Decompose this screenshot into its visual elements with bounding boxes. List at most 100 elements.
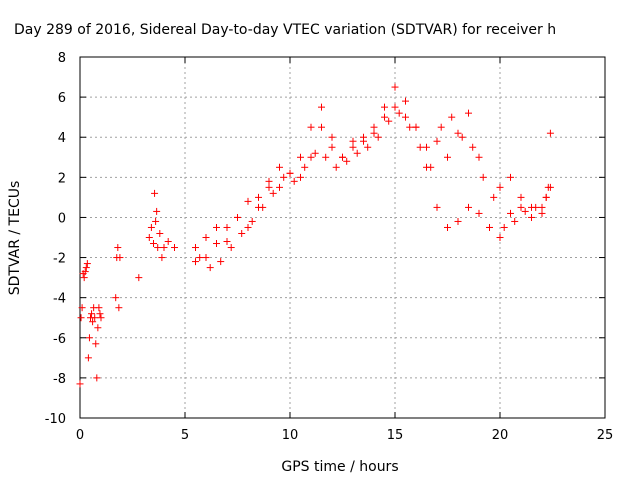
data-point bbox=[147, 223, 155, 231]
data-point bbox=[374, 133, 382, 141]
data-point bbox=[80, 274, 88, 282]
data-point bbox=[496, 234, 504, 241]
y-tick-label: -8 bbox=[53, 372, 66, 387]
data-point bbox=[301, 163, 309, 171]
data-point bbox=[95, 304, 103, 312]
data-point bbox=[328, 143, 336, 151]
data-point bbox=[458, 133, 466, 141]
data-point bbox=[234, 213, 241, 221]
data-point bbox=[307, 123, 315, 131]
y-tick-label: -4 bbox=[53, 292, 66, 307]
data-point bbox=[76, 380, 84, 388]
data-point bbox=[164, 238, 172, 246]
data-point bbox=[206, 264, 214, 272]
plot-frame bbox=[79, 56, 606, 419]
data-point bbox=[318, 103, 325, 111]
data-point bbox=[114, 244, 122, 252]
data-point bbox=[151, 189, 159, 197]
data-point bbox=[500, 223, 508, 231]
data-point bbox=[96, 310, 104, 318]
data-point bbox=[427, 163, 435, 171]
data-point bbox=[521, 207, 529, 215]
data-point bbox=[391, 83, 399, 91]
data-point bbox=[152, 217, 160, 225]
data-point bbox=[433, 137, 441, 145]
data-point bbox=[385, 117, 393, 125]
data-point bbox=[311, 149, 319, 157]
data-point bbox=[255, 193, 262, 201]
data-point bbox=[332, 163, 340, 171]
data-point bbox=[116, 254, 124, 262]
data-point bbox=[244, 223, 252, 231]
data-point bbox=[196, 254, 204, 262]
data-point bbox=[145, 234, 153, 241]
data-point bbox=[160, 244, 168, 252]
data-point bbox=[227, 244, 235, 252]
data-point bbox=[444, 223, 451, 231]
data-point bbox=[364, 143, 372, 151]
data-point bbox=[156, 229, 164, 237]
data-point bbox=[83, 260, 91, 268]
data-point bbox=[276, 183, 283, 191]
data-point bbox=[322, 153, 330, 161]
data-point bbox=[202, 254, 210, 262]
x-axis-label: GPS time / hours bbox=[281, 459, 398, 475]
data-point bbox=[318, 123, 325, 131]
data-point bbox=[454, 217, 462, 225]
data-point bbox=[238, 229, 246, 237]
data-point bbox=[381, 103, 388, 111]
data-point bbox=[465, 203, 472, 211]
data-point bbox=[112, 294, 120, 302]
data-point bbox=[97, 314, 105, 322]
y-tick-label: 0 bbox=[58, 211, 66, 226]
data-point bbox=[244, 197, 252, 205]
data-point bbox=[115, 304, 123, 312]
data-point bbox=[280, 173, 288, 181]
data-point bbox=[217, 258, 225, 266]
data-point bbox=[542, 193, 550, 201]
data-point bbox=[158, 254, 166, 262]
data-point bbox=[437, 123, 445, 131]
data-point bbox=[82, 264, 90, 272]
data-point bbox=[532, 203, 540, 211]
data-point bbox=[259, 203, 267, 211]
data-point bbox=[269, 189, 277, 197]
data-point bbox=[265, 183, 273, 191]
data-point bbox=[223, 223, 231, 231]
data-point bbox=[475, 153, 483, 161]
data-point bbox=[496, 183, 504, 191]
data-point bbox=[490, 193, 498, 201]
data-point bbox=[381, 113, 388, 121]
data-point bbox=[286, 169, 294, 177]
data-point bbox=[507, 209, 514, 217]
data-point bbox=[192, 244, 199, 252]
data-point bbox=[328, 133, 336, 141]
data-point bbox=[92, 340, 100, 348]
data-point bbox=[89, 318, 97, 326]
y-tick-label: -10 bbox=[45, 412, 66, 427]
data-point bbox=[343, 157, 351, 165]
y-tick-label: 6 bbox=[58, 91, 66, 106]
data-point bbox=[517, 203, 525, 211]
data-point bbox=[353, 149, 361, 157]
data-point bbox=[479, 173, 487, 181]
data-point bbox=[528, 213, 535, 221]
x-tick-label: 10 bbox=[282, 428, 299, 443]
data-point bbox=[412, 123, 420, 131]
data-point bbox=[475, 209, 483, 217]
data-point bbox=[349, 143, 357, 151]
data-point bbox=[223, 238, 231, 246]
data-points bbox=[76, 83, 554, 388]
data-point bbox=[402, 113, 409, 121]
chart-title: Day 289 of 2016, Sidereal Day-to-day VTE… bbox=[14, 22, 556, 38]
data-point bbox=[297, 153, 304, 161]
data-point bbox=[507, 173, 514, 181]
data-point bbox=[77, 314, 85, 322]
y-tick-label: 4 bbox=[58, 131, 66, 146]
data-point bbox=[213, 240, 220, 248]
y-tick-label: -6 bbox=[53, 332, 66, 347]
data-point bbox=[546, 129, 554, 137]
data-point bbox=[78, 304, 86, 312]
